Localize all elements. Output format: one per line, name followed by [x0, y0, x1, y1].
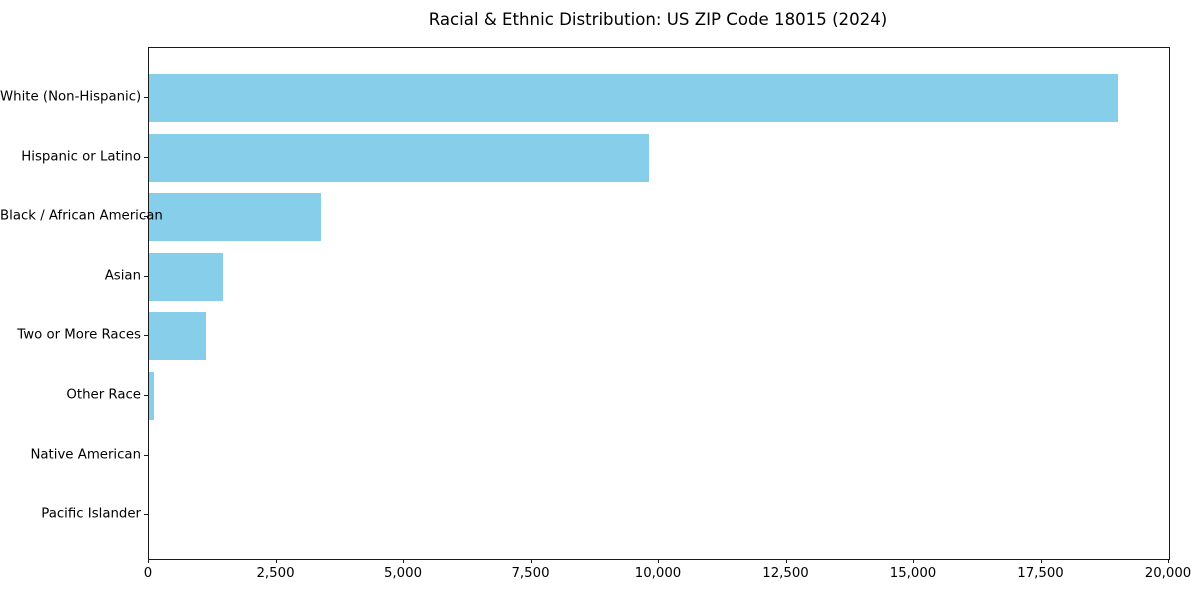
y-axis-label: Hispanic or Latino	[21, 149, 141, 165]
y-tick-mark	[144, 454, 148, 456]
x-axis-tick-label: 15,000	[889, 566, 937, 581]
x-tick-mark	[658, 559, 659, 563]
x-tick-mark	[1040, 559, 1042, 563]
bar-two-or-more-races	[149, 312, 207, 361]
y-tick-mark	[144, 275, 148, 277]
chart-title: Racial & Ethnic Distribution: US ZIP Cod…	[428, 10, 888, 29]
x-axis-tick-label: 7,500	[511, 566, 550, 581]
x-axis-tick-label: 12,500	[762, 566, 809, 581]
x-tick-mark	[275, 559, 277, 563]
bar-black-african-american	[149, 193, 321, 242]
x-axis-tick-label: 17,500	[1017, 566, 1064, 581]
y-tick-mark	[144, 395, 148, 397]
y-axis-label: White (Non-Hispanic)	[0, 89, 142, 105]
y-axis-label: Native American	[30, 447, 141, 463]
x-tick-mark	[785, 559, 787, 563]
y-tick-mark	[144, 335, 148, 337]
bar-hispanic-or-latino	[149, 133, 649, 182]
x-axis-tick-label: 5,000	[383, 566, 423, 581]
x-tick-mark	[913, 559, 914, 563]
y-axis-label: Asian	[104, 268, 141, 284]
y-tick-mark	[144, 216, 148, 218]
y-axis-label: Black / African American	[0, 208, 163, 224]
x-tick-mark	[530, 559, 532, 563]
y-tick-mark	[144, 514, 148, 516]
y-axis-label: Two or More Races	[17, 327, 141, 343]
x-tick-mark	[403, 559, 404, 563]
y-axis-label: Other Race	[66, 387, 141, 403]
y-tick-mark	[144, 97, 148, 99]
y-axis-label: Pacific Islander	[41, 506, 141, 522]
y-tick-mark	[144, 156, 148, 158]
bar-other-race	[149, 372, 154, 421]
x-tick-mark	[1168, 559, 1169, 563]
x-axis-tick-label: 10,000	[634, 566, 682, 581]
plot-area	[148, 47, 1170, 560]
bar-asian	[149, 252, 223, 301]
bar-white-non-hispanic	[149, 74, 1118, 123]
x-axis-tick-label: 2,500	[256, 566, 295, 581]
x-tick-mark	[148, 559, 149, 563]
x-axis-tick-label: 20,000	[1144, 566, 1192, 581]
x-axis-tick-label: 0	[143, 566, 153, 581]
